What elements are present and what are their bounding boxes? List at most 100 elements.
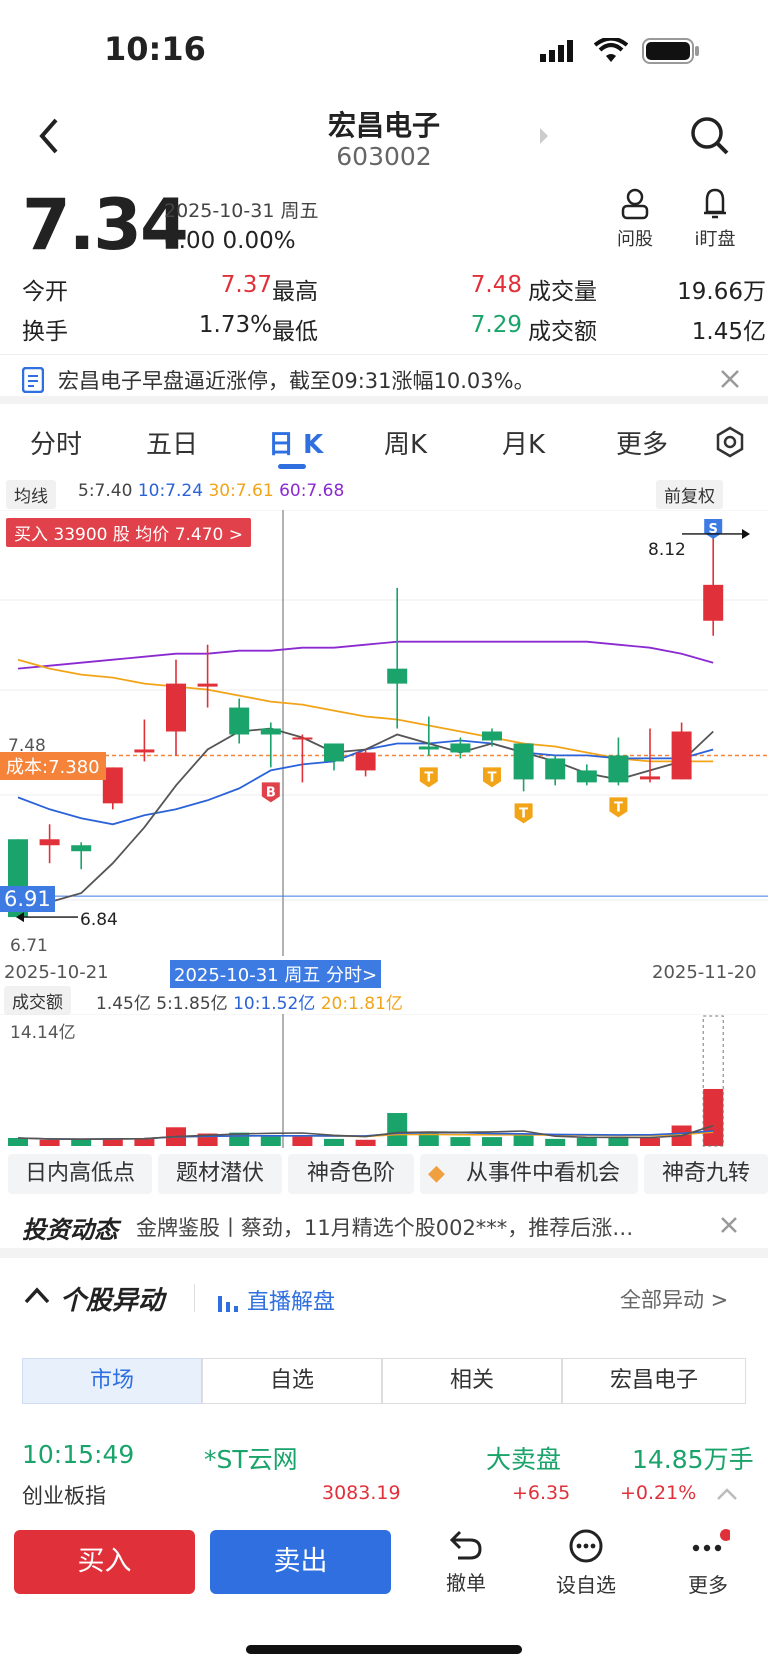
volume-chart[interactable]: [0, 1014, 768, 1148]
next-stock-icon[interactable]: [538, 128, 550, 148]
max-arrowhead: [742, 528, 750, 539]
tab-daily-k[interactable]: 日 K: [268, 430, 324, 460]
close-icon[interactable]: [720, 1216, 738, 1234]
candle-body: [450, 743, 471, 753]
feature-tab-event[interactable]: ◆ 从事件中看机会: [420, 1154, 638, 1194]
feature-tab-high-low[interactable]: 日内高低点: [8, 1154, 152, 1194]
buy-tag[interactable]: 买入 33900 股 均价 7.470 >: [6, 518, 252, 547]
volume-bar: [71, 1139, 92, 1146]
bar-chart-icon: [218, 1296, 238, 1312]
high-value: 7.48: [470, 272, 522, 298]
status-time: 10:16: [104, 30, 206, 68]
chevron-up-icon: [24, 1287, 50, 1304]
tab-five-day[interactable]: 五日: [146, 430, 199, 460]
segment-related[interactable]: 相关: [382, 1358, 562, 1404]
sell-button[interactable]: 卖出: [210, 1530, 391, 1594]
trade-marker-text: T: [614, 800, 623, 815]
candle-body: [197, 683, 218, 687]
trade-marker: [419, 767, 438, 788]
tab-weekly-k[interactable]: 周K: [384, 430, 428, 460]
ma-legend: 5:7.40 10:7.24 30:7.61 60:7.68: [78, 481, 344, 501]
candle-body: [703, 584, 724, 621]
volume-bar: [703, 1088, 724, 1146]
all-anomalies-link[interactable]: 全部异动 >: [620, 1288, 729, 1312]
candle-body: [102, 767, 123, 804]
feed-stock[interactable]: *ST云网: [204, 1445, 298, 1474]
x-cursor-label[interactable]: 2025-10-31 周五 分时>: [170, 960, 382, 988]
close-icon[interactable]: [720, 369, 740, 389]
search-icon: [691, 117, 729, 155]
open-value: 7.37: [220, 272, 272, 298]
bell-icon: [704, 188, 726, 219]
y-label-current: 6.91: [0, 886, 55, 912]
feature-tab-color-scale[interactable]: 神奇色阶: [288, 1154, 414, 1194]
volume-bar: [450, 1137, 471, 1146]
watch-button[interactable]: i盯盘: [680, 186, 750, 251]
home-indicator: [246, 1645, 522, 1654]
feed-amount: 14.85万手: [632, 1445, 754, 1474]
battery-icon: [642, 38, 700, 68]
price-change: 0.00 0.00%: [164, 228, 296, 254]
trade-marker-text: T: [488, 770, 497, 785]
candle-body: [387, 668, 408, 684]
ma-selector[interactable]: 均线: [6, 480, 56, 509]
more-button[interactable]: 更多: [668, 1528, 748, 1598]
segment-stock[interactable]: 宏昌电子: [562, 1358, 746, 1404]
segment-market[interactable]: 市场: [22, 1358, 202, 1404]
live-label: 直播解盘: [247, 1290, 336, 1315]
candle-body: [482, 731, 502, 741]
add-watchlist-button[interactable]: 设自选: [546, 1528, 626, 1598]
volume-ma5-line: [17, 1124, 714, 1141]
y-label-low: 6.71: [10, 936, 48, 956]
volume-bar: [324, 1138, 344, 1146]
gear-icon: [716, 426, 744, 458]
segment-watchlist[interactable]: 自选: [202, 1358, 382, 1404]
volume-bar: [102, 1137, 123, 1146]
promo-bar[interactable]: 投资动态 金牌鉴股丨蔡劲，11月精选个股002***，推荐后涨…: [0, 1200, 768, 1258]
index-percent: +0.21%: [620, 1482, 697, 1504]
settings-button[interactable]: [714, 426, 746, 462]
volume-bar: [482, 1137, 502, 1146]
collapse-button[interactable]: [24, 1286, 50, 1308]
max-price-note: 8.12: [648, 540, 686, 560]
ma30-label: 30:7.61: [208, 481, 274, 501]
volume-bar: [545, 1138, 566, 1146]
tab-monthly-k[interactable]: 月K: [502, 430, 546, 460]
volume-max-label: 14.14亿: [10, 1023, 76, 1043]
more-label: 更多: [688, 1573, 728, 1597]
volume-bar: [387, 1113, 408, 1146]
volume-bar: [39, 1139, 60, 1146]
search-button[interactable]: [690, 116, 730, 160]
news-text: 宏昌电子早盘逼近涨停，截至09:31涨幅10.03%。: [58, 369, 535, 393]
wifi-icon: [593, 36, 629, 68]
news-bar[interactable]: 宏昌电子早盘逼近涨停，截至09:31涨幅10.03%。: [0, 354, 768, 404]
volume-label: 成交量: [528, 279, 597, 305]
cost-tag: 成本:7.380: [0, 752, 106, 780]
expand-index-button[interactable]: [716, 1486, 738, 1505]
candle-body: [71, 845, 92, 852]
tab-intraday[interactable]: 分时: [30, 430, 83, 460]
ask-stock-button[interactable]: 问股: [600, 186, 670, 251]
adjust-selector[interactable]: 前复权: [656, 480, 723, 509]
candle-body: [671, 731, 692, 780]
volume-selector[interactable]: 成交额: [4, 986, 71, 1015]
feature-tab-event-label: 从事件中看机会: [465, 1161, 620, 1186]
back-button[interactable]: [36, 116, 60, 160]
feature-tabs: 日内高低点 题材潜伏 神奇色阶 ◆ 从事件中看机会 神奇九转: [8, 1154, 768, 1194]
ma60-label: 60:7.68: [279, 481, 345, 501]
candle-body: [134, 749, 155, 753]
feature-tab-nine[interactable]: 神奇九转: [644, 1154, 768, 1194]
cancel-order-button[interactable]: 撤单: [426, 1528, 506, 1596]
ma10-label: 10:7.24: [137, 481, 204, 501]
kline-chart[interactable]: B T T T T S: [0, 510, 768, 956]
signal-icon: [540, 40, 580, 66]
volume-bar: [640, 1137, 660, 1146]
low-label: 最低: [272, 319, 318, 345]
diamond-icon: ◆: [428, 1161, 445, 1186]
feed-event: 大卖盘: [486, 1445, 562, 1474]
buy-button[interactable]: 买入: [14, 1530, 195, 1594]
tab-more[interactable]: 更多: [616, 430, 669, 460]
volume-ma10: 10:1.52亿: [233, 994, 316, 1014]
live-button[interactable]: 直播解盘: [216, 1284, 335, 1316]
feature-tab-theme[interactable]: 题材潜伏: [158, 1154, 282, 1194]
